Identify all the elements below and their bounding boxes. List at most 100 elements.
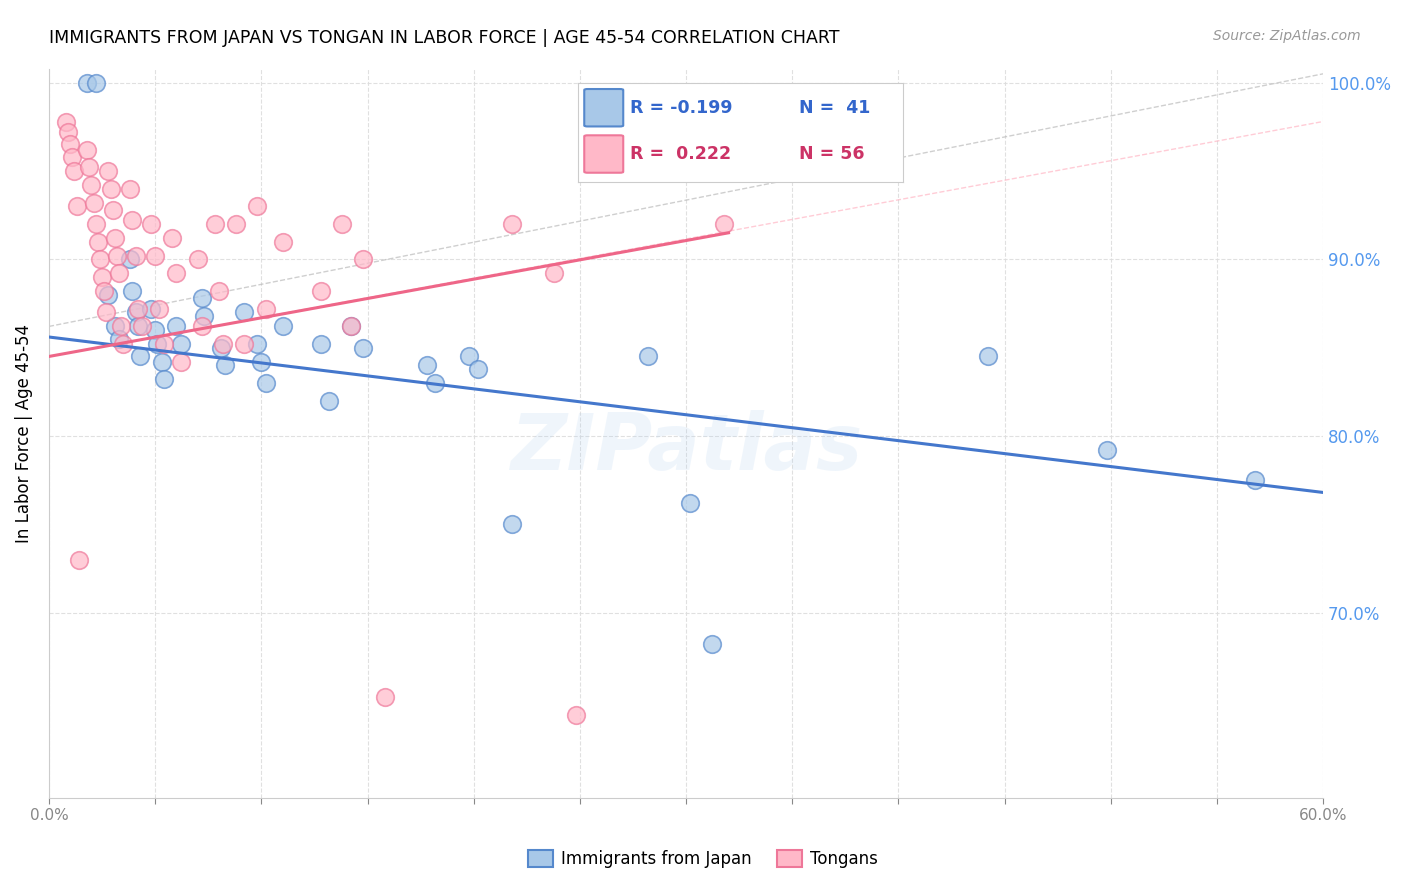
Point — [118, 252, 141, 267]
Point — [467, 361, 489, 376]
Point — [84, 217, 107, 231]
Point — [233, 337, 256, 351]
Point — [191, 319, 214, 334]
Point — [112, 337, 135, 351]
Point — [212, 337, 235, 351]
Point — [637, 350, 659, 364]
Point — [60, 150, 83, 164]
Point — [63, 164, 86, 178]
Point — [110, 319, 132, 334]
Point — [97, 164, 120, 178]
Point — [976, 350, 998, 364]
Point — [65, 199, 87, 213]
Point — [91, 269, 114, 284]
Point — [425, 376, 447, 390]
Point — [271, 319, 294, 334]
Point — [108, 267, 131, 281]
Point — [101, 202, 124, 217]
Point — [125, 249, 148, 263]
Point — [713, 217, 735, 231]
Point — [152, 337, 174, 351]
Point — [127, 319, 149, 334]
Text: Source: ZipAtlas.com: Source: ZipAtlas.com — [1213, 29, 1361, 43]
Point — [104, 319, 127, 334]
Point — [80, 178, 103, 193]
Point — [352, 252, 374, 267]
Point — [97, 287, 120, 301]
Point — [169, 355, 191, 369]
Point — [125, 305, 148, 319]
Point — [191, 291, 214, 305]
Point — [193, 309, 215, 323]
Text: IMMIGRANTS FROM JAPAN VS TONGAN IN LABOR FORCE | AGE 45-54 CORRELATION CHART: IMMIGRANTS FROM JAPAN VS TONGAN IN LABOR… — [49, 29, 839, 46]
Point — [165, 319, 187, 334]
Point — [250, 355, 273, 369]
Point — [56, 125, 79, 139]
Point — [152, 372, 174, 386]
Point — [169, 337, 191, 351]
Text: ZIPatlas: ZIPatlas — [510, 410, 862, 486]
Point — [679, 496, 702, 510]
Point — [59, 137, 82, 152]
Point — [187, 252, 209, 267]
Point — [121, 213, 143, 227]
Point — [67, 552, 90, 566]
Point — [104, 231, 127, 245]
Point — [225, 217, 247, 231]
Point — [209, 341, 232, 355]
Point — [146, 337, 169, 351]
Point — [55, 114, 77, 128]
Point — [139, 301, 162, 316]
Point — [143, 249, 166, 263]
Point — [352, 341, 374, 355]
Point — [318, 393, 340, 408]
Point — [118, 181, 141, 195]
Point — [373, 690, 395, 705]
Point — [1095, 443, 1118, 458]
Point — [208, 284, 231, 298]
Point — [501, 217, 523, 231]
Point — [458, 350, 481, 364]
Point — [160, 231, 183, 245]
Point — [254, 301, 277, 316]
Point — [700, 637, 723, 651]
Point — [564, 708, 586, 723]
Point — [254, 376, 277, 390]
Point — [129, 350, 152, 364]
Point — [543, 267, 565, 281]
Point — [143, 323, 166, 337]
Point — [83, 195, 105, 210]
Point — [309, 284, 332, 298]
Point — [233, 305, 256, 319]
Point — [330, 217, 353, 231]
Point — [79, 161, 101, 175]
Point — [131, 319, 153, 334]
Point — [76, 143, 98, 157]
Point — [127, 301, 149, 316]
Legend: Immigrants from Japan, Tongans: Immigrants from Japan, Tongans — [522, 843, 884, 875]
Point — [501, 517, 523, 532]
Point — [84, 76, 107, 90]
Point — [339, 319, 361, 334]
Point — [87, 235, 110, 249]
Point — [150, 355, 173, 369]
Point — [165, 267, 187, 281]
Point — [121, 284, 143, 298]
Point — [246, 199, 269, 213]
Point — [108, 332, 131, 346]
Point — [148, 301, 170, 316]
Point — [416, 359, 439, 373]
Y-axis label: In Labor Force | Age 45-54: In Labor Force | Age 45-54 — [15, 324, 32, 543]
Point — [76, 76, 98, 90]
Point — [271, 235, 294, 249]
Point — [89, 252, 111, 267]
Point — [1244, 473, 1267, 487]
Point — [96, 305, 118, 319]
Point — [246, 337, 269, 351]
Point — [139, 217, 162, 231]
Point — [204, 217, 226, 231]
Point — [309, 337, 332, 351]
Point — [339, 319, 361, 334]
Point — [105, 249, 128, 263]
Point — [214, 359, 236, 373]
